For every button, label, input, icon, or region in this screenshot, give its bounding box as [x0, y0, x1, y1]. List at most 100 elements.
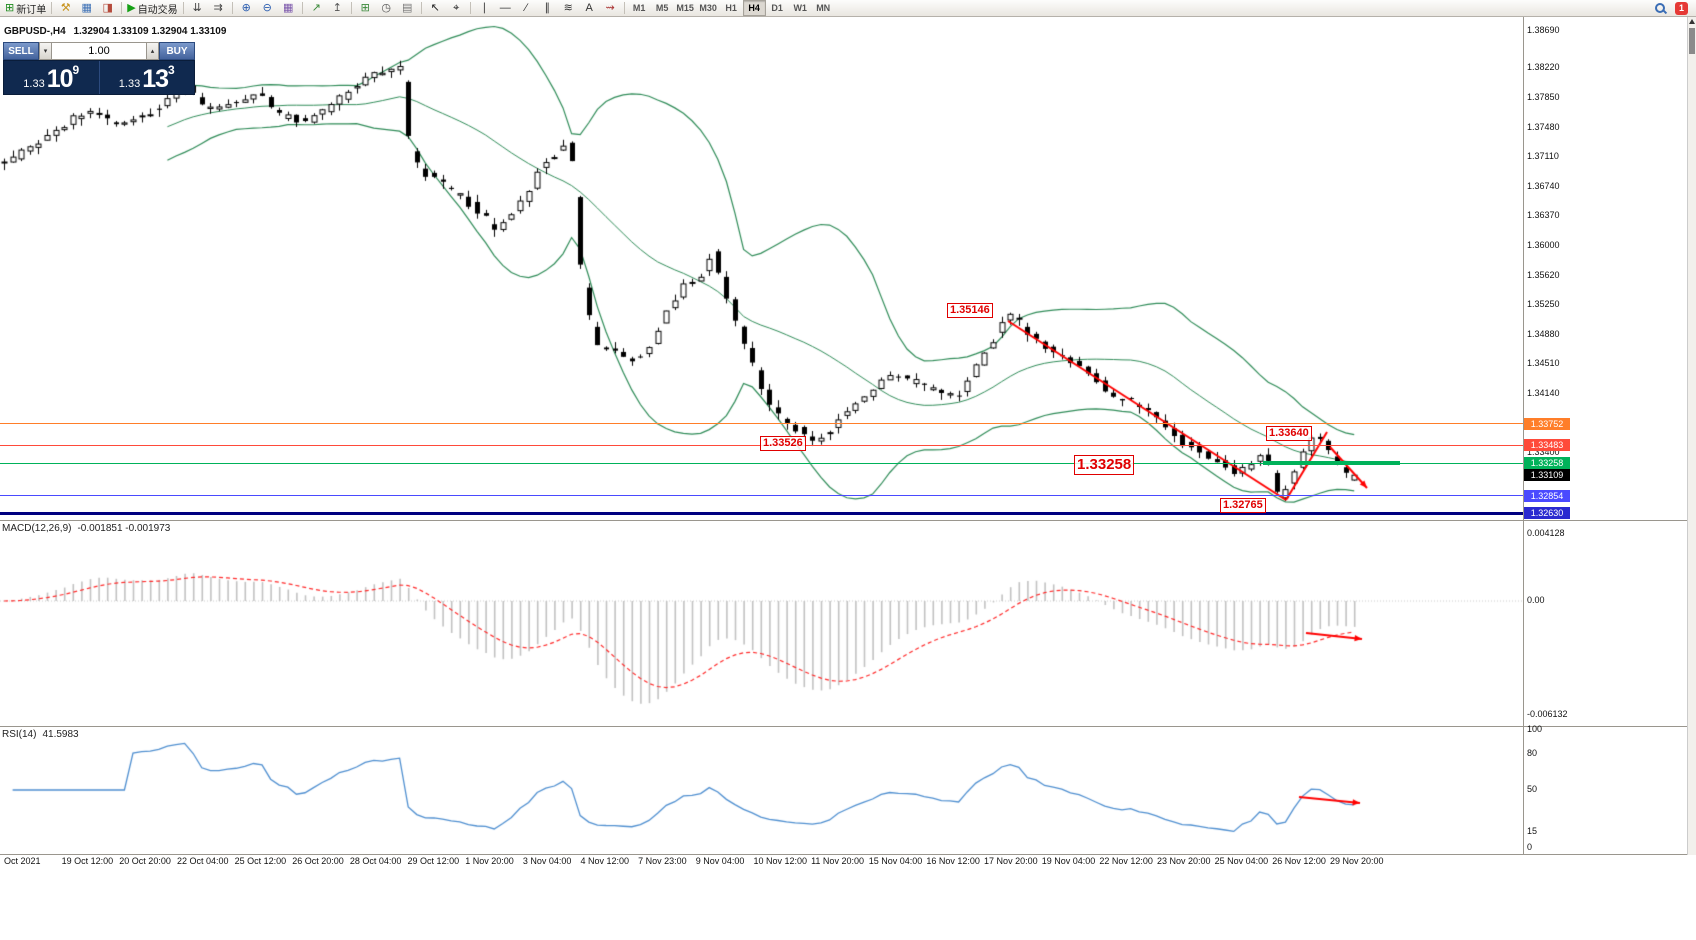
templates-icon[interactable]: ▤: [397, 1, 418, 16]
bid-price-small: 1.33: [23, 78, 45, 90]
channel-icon-icon: ∥: [544, 1, 550, 14]
fibonacci-icon[interactable]: ≋: [558, 1, 579, 16]
horizontal-line[interactable]: [0, 512, 1523, 515]
time-axis-label: 22 Nov 12:00: [1099, 856, 1153, 866]
toolbar-separator: [51, 2, 53, 14]
toolbar-separator: [301, 2, 303, 14]
objects-list-icon[interactable]: ↥: [327, 1, 348, 16]
chart-annotation[interactable]: 1.35146: [947, 303, 993, 318]
price-tag: 1.33109: [1524, 469, 1570, 482]
scroll-up-icon[interactable]: [1689, 19, 1695, 24]
autotrading-button[interactable]: ▶ 自动交易: [125, 1, 179, 16]
timeframe-h4[interactable]: H4: [742, 0, 766, 16]
market-watch-icon[interactable]: ◨: [97, 1, 118, 16]
time-axis-label: 22 Oct 04:00: [176, 856, 229, 866]
charts-window-icon[interactable]: ▦: [76, 1, 97, 16]
crosshair-icon[interactable]: ⌖: [446, 1, 467, 16]
volume-increase-button[interactable]: ▴: [146, 42, 159, 60]
macd-axis-label: 0.004128: [1527, 528, 1565, 538]
timeframe-d1[interactable]: D1: [771, 3, 783, 13]
chart-annotation[interactable]: 1.33640: [1266, 426, 1312, 441]
channel-icon[interactable]: ∥: [537, 1, 558, 16]
price-axis-label: 1.34140: [1527, 387, 1560, 398]
macd-panel-divider[interactable]: [0, 520, 1696, 521]
main-toolbar: ⊞ 新订单 ⚒ ▦ ◨ ▶ 自动交易 ⇊ ⇉ ⊕ ⊖ ▦ ↗ ↥ ⊞ ◷ ▤ ↖ ⌖ ∣ — ∕ ∥ ≋ A ⇝ M1 M5 M15 M…: [0, 0, 1696, 17]
chart-annotation[interactable]: 1.32765: [1220, 498, 1266, 513]
bid-price-big: 10: [46, 65, 74, 93]
auto-scroll-icon-icon: ⇊: [192, 1, 202, 14]
horizontal-line-icon[interactable]: —: [495, 1, 516, 16]
timeframe-toolbar: M1 M5 M15 M30 H1 H4 D1 W1 MN: [628, 0, 835, 17]
timeframe-h1[interactable]: H1: [725, 3, 737, 13]
vertical-line-icon[interactable]: ∣: [474, 1, 495, 16]
indicators-icon[interactable]: ↗: [306, 1, 327, 16]
sell-button[interactable]: SELL: [3, 42, 39, 60]
timeframe-m30[interactable]: M30: [699, 3, 717, 13]
one-click-trading-panel: SELL ▾ ▴ BUY 1.33 10 9 1.33 13 3: [3, 42, 195, 95]
chart-annotation[interactable]: 1.33258: [1074, 455, 1135, 475]
toolbar-separator: [231, 2, 233, 14]
ask-price-sup: 3: [168, 63, 175, 77]
time-axis-label: 25 Oct 12:00: [234, 856, 287, 866]
rsi-axis-label: 15: [1527, 826, 1538, 836]
time-axis-label: 9 Nov 04:00: [695, 856, 745, 866]
periods-icon[interactable]: ◷: [376, 1, 397, 16]
chart-shift-icon[interactable]: ⇉: [208, 1, 229, 16]
arrows-icon[interactable]: ⇝: [600, 1, 621, 16]
horizontal-line[interactable]: [0, 463, 1523, 464]
time-axis-label: 23 Nov 20:00: [1157, 856, 1211, 866]
time-axis-label: 19 Oct 12:00: [61, 856, 114, 866]
time-axis-label: 25 Nov 04:00: [1214, 856, 1269, 866]
buy-price-display[interactable]: 1.33 13 3: [100, 61, 195, 94]
time-axis-label: 11 Nov 20:00: [811, 856, 864, 866]
volume-input[interactable]: [52, 42, 146, 60]
notification-badge[interactable]: 1: [1675, 1, 1688, 15]
zoom-out-icon[interactable]: ⊖: [257, 1, 278, 16]
templates-icon-icon: ▤: [401, 1, 413, 14]
text-icon[interactable]: A: [579, 1, 600, 16]
rsi-axis-label: 0: [1527, 842, 1533, 852]
price-scale-divider[interactable]: [1523, 17, 1524, 855]
toolbar-separator: [121, 2, 123, 14]
toolbar-separator: [623, 2, 625, 14]
time-axis-label: 7 Nov 23:00: [638, 856, 687, 866]
time-axis-label: 28 Oct 04:00: [349, 856, 402, 866]
price-axis-label: 1.34880: [1527, 328, 1560, 339]
scrollbar-thumb[interactable]: [1689, 28, 1695, 54]
horizontal-line[interactable]: [0, 495, 1523, 496]
expert-tools-icon[interactable]: ⚒: [55, 1, 76, 16]
new-chart-icon[interactable]: ⊞: [355, 1, 376, 16]
search-icon[interactable]: [1654, 2, 1667, 15]
rsi-name: RSI(14): [2, 729, 37, 740]
macd-axis-label: -0.006132: [1527, 709, 1568, 719]
rsi-panel-divider[interactable]: [0, 726, 1696, 727]
price-axis-label: 1.34510: [1527, 358, 1560, 369]
timeframe-m5[interactable]: M5: [655, 3, 669, 13]
price-tag: 1.32854: [1524, 489, 1570, 502]
timeframe-mn[interactable]: MN: [816, 3, 831, 13]
vertical-scrollbar[interactable]: [1687, 17, 1696, 855]
thick-line-segment[interactable]: [1263, 461, 1400, 465]
auto-scroll-icon[interactable]: ⇊: [187, 1, 208, 16]
buy-button[interactable]: BUY: [159, 42, 195, 60]
time-axis-label: 20 Oct 20:00: [119, 856, 171, 866]
sell-price-display[interactable]: 1.33 10 9: [4, 61, 99, 94]
volume-decrease-button[interactable]: ▾: [39, 42, 52, 60]
timeframe-w1[interactable]: W1: [793, 3, 807, 13]
horizontal-line[interactable]: [0, 423, 1523, 424]
zoom-in-icon[interactable]: ⊕: [236, 1, 257, 16]
cursor-icon[interactable]: ↖: [425, 1, 446, 16]
price-tag: 1.32630: [1524, 507, 1570, 520]
timeframe-m1[interactable]: M1: [632, 3, 646, 13]
chart-annotation[interactable]: 1.33526: [760, 436, 806, 451]
new-chart-icon-icon: ⊞: [360, 1, 370, 14]
rsi-axis-label: 100: [1527, 724, 1543, 734]
tile-windows-icon[interactable]: ▦: [278, 1, 299, 16]
price-tag: 1.33258: [1524, 457, 1570, 470]
timeframe-m15[interactable]: M15: [676, 3, 694, 13]
new-order-button[interactable]: ⊞ 新订单: [3, 1, 48, 16]
trendline-icon[interactable]: ∕: [516, 1, 537, 16]
fibonacci-icon-icon: ≋: [563, 1, 573, 14]
market-watch-icon-icon: ◨: [102, 1, 113, 14]
